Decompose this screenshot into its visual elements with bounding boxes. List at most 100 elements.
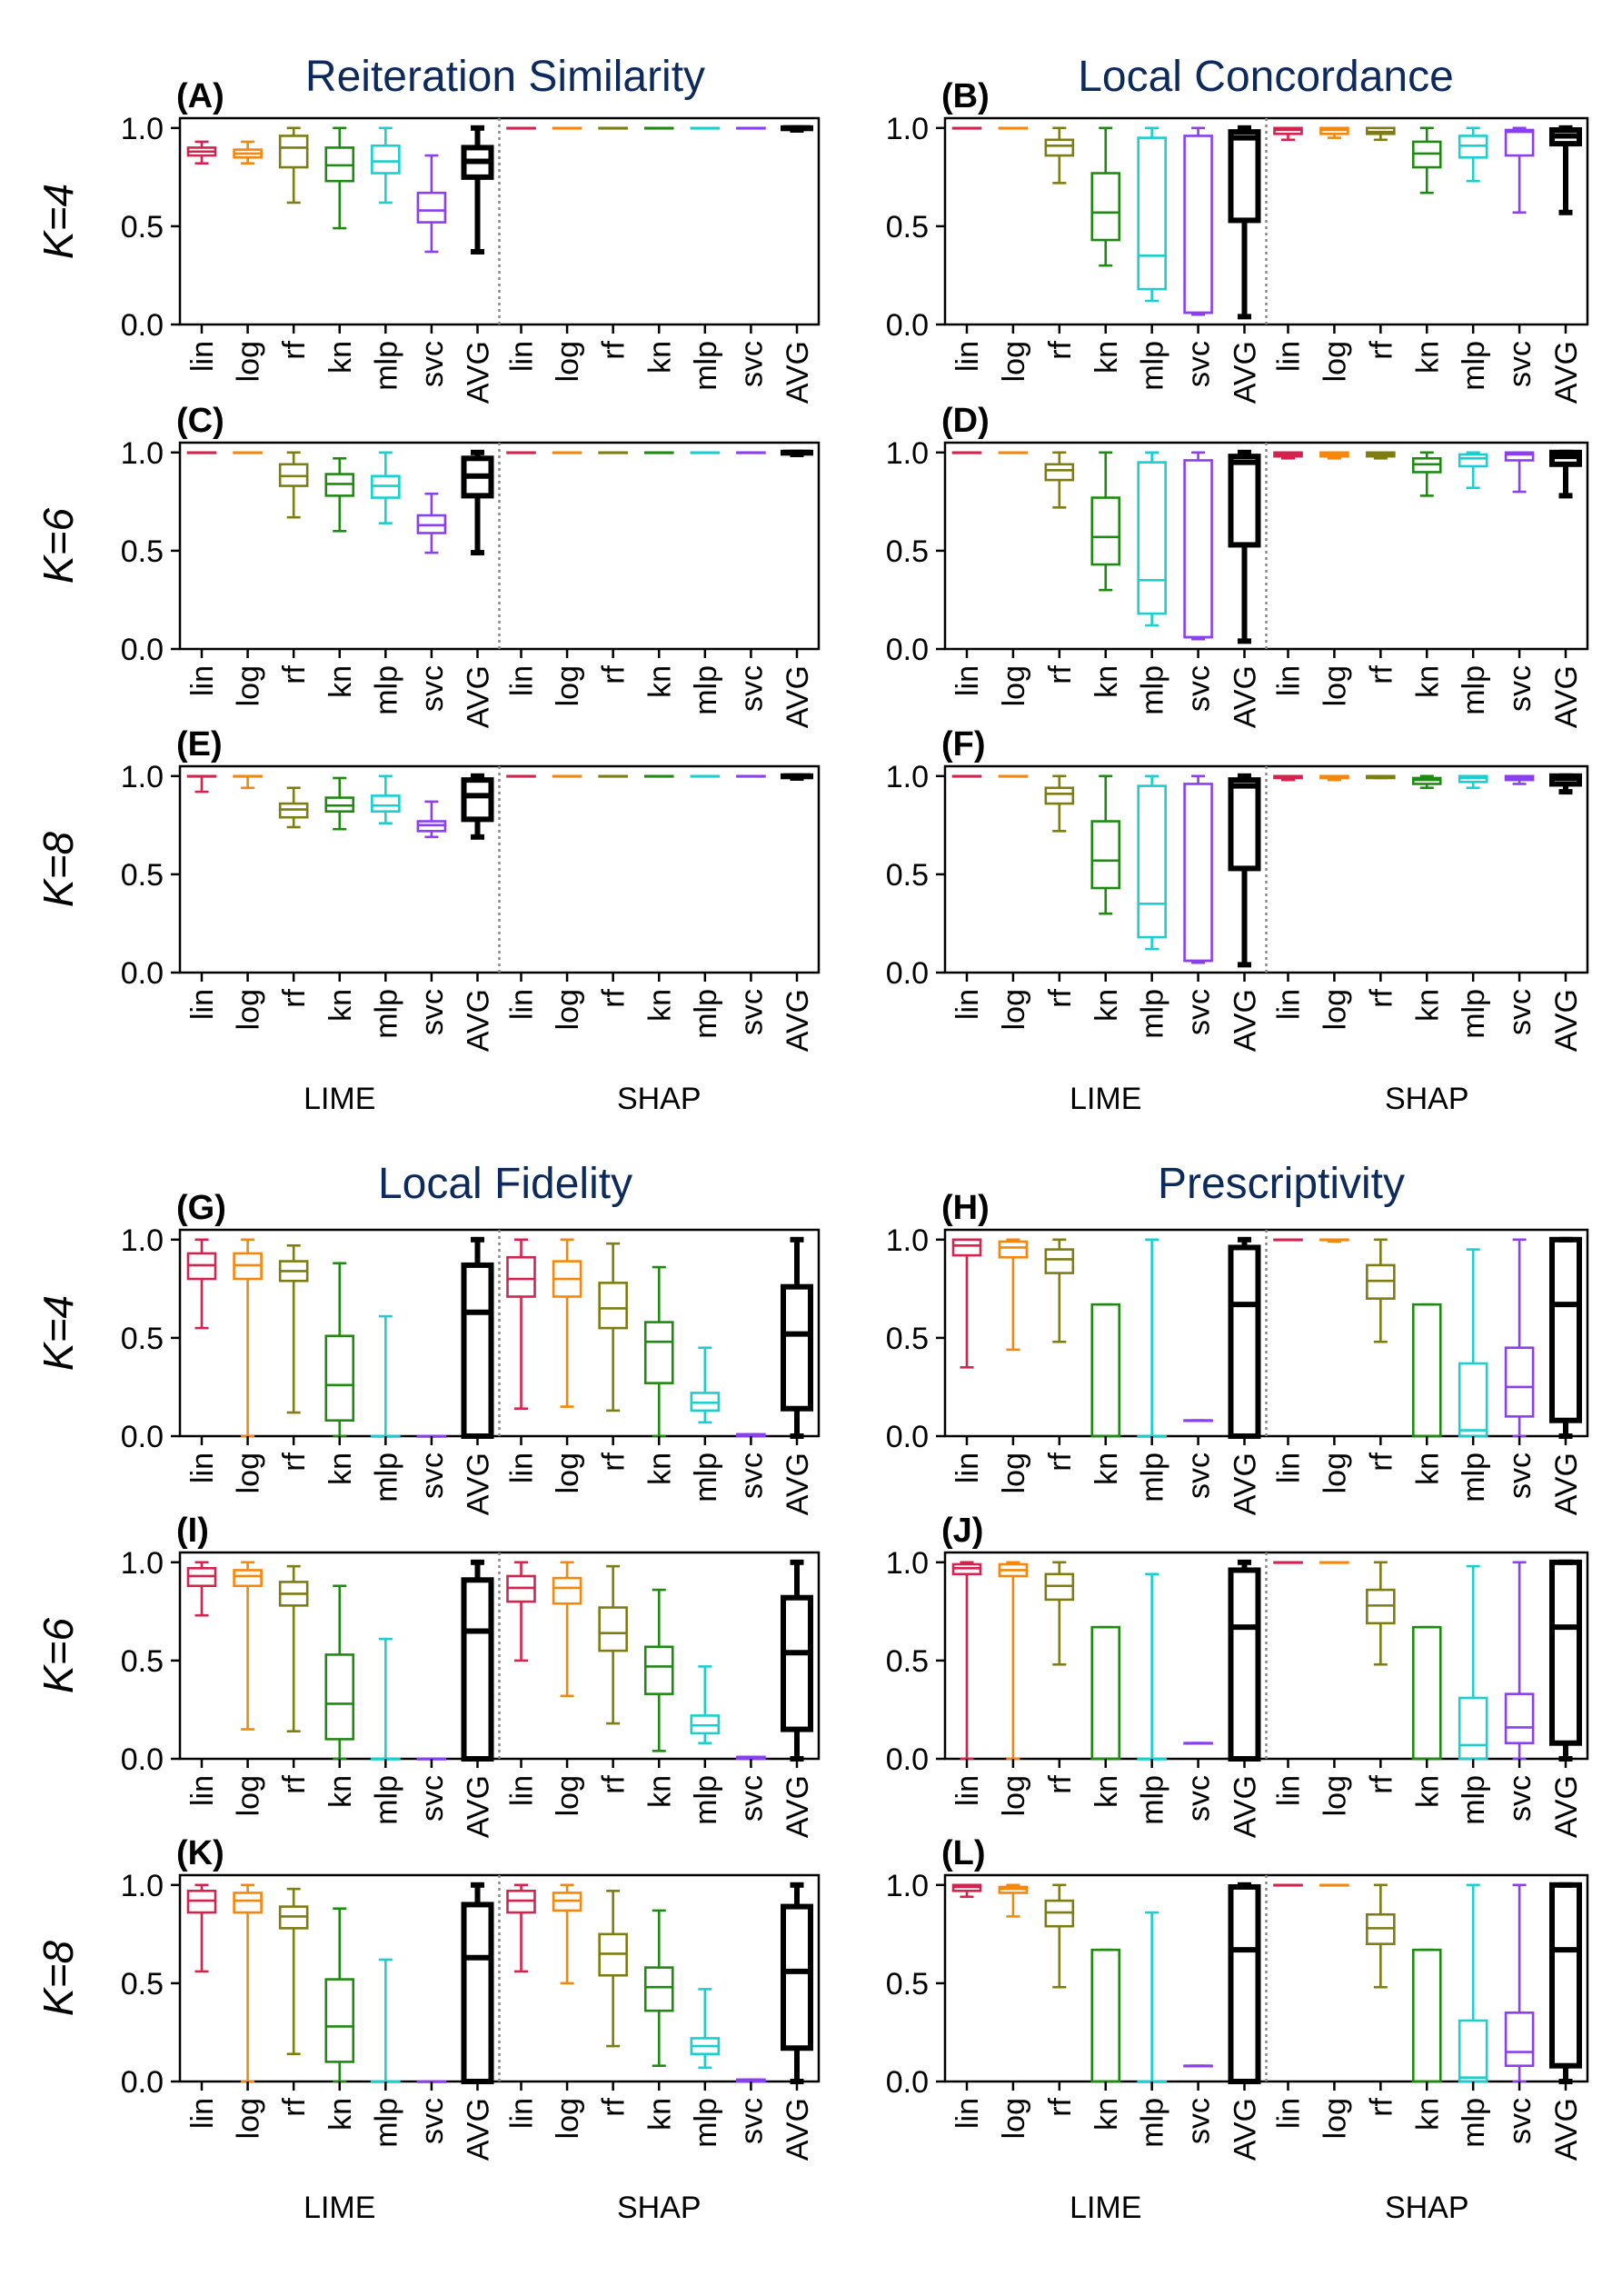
box-body (1458, 453, 1488, 468)
x-tick-label: lin (1272, 341, 1307, 372)
x-tick-label: rf (1043, 988, 1078, 1007)
x-tick-label: log (1318, 1775, 1352, 1816)
x-tick-label: log (997, 1775, 1031, 1816)
x-tick-label: log (232, 341, 266, 382)
box-shap-rf (1366, 126, 1396, 142)
x-tick-label: lin (1272, 989, 1307, 1020)
box-shap-rf (1366, 774, 1396, 780)
x-tick-label: mlp (369, 341, 403, 391)
row-label-k: K=6 (35, 1618, 82, 1694)
x-tick-label: rf (1043, 2097, 1078, 2116)
group-label-shap: SHAP (1385, 2191, 1469, 2225)
x-tick-label: svc (1503, 2098, 1537, 2144)
x-tick-label: mlp (689, 1452, 723, 1502)
x-tick-label: lin (1272, 1452, 1307, 1483)
x-tick-label: lin (1272, 2098, 1307, 2129)
x-tick-label: svc (734, 665, 769, 712)
box-lime-lin (186, 774, 217, 794)
x-tick-label: lin (505, 989, 540, 1020)
x-tick-label: rf (597, 664, 632, 684)
x-tick-label: lin (950, 341, 985, 372)
box-lime-svc (1183, 774, 1213, 964)
box-lime-lin (951, 1238, 982, 1369)
box-lime-kn (324, 1584, 355, 1761)
x-tick-label: log (232, 1452, 266, 1493)
y-tick-label: 0.0 (886, 1742, 929, 1777)
box-shap-avg (781, 125, 813, 133)
box-lime-log (998, 451, 1029, 454)
box-shap-log (552, 1561, 582, 1698)
box-lime-log (233, 1561, 263, 1731)
x-tick-label: log (551, 341, 585, 382)
y-tick-label: 0.0 (121, 956, 164, 991)
x-tick-label: rf (1364, 2097, 1398, 2116)
box-shap-svc (736, 2078, 766, 2083)
x-tick-label: log (232, 2098, 266, 2139)
box-body (1044, 1248, 1075, 1274)
x-tick-label: rf (277, 1452, 312, 1471)
box-lime-log (233, 1883, 263, 2083)
x-tick-label: rf (597, 988, 632, 1007)
box-body (233, 1569, 263, 1588)
x-tick-label: rf (597, 1774, 632, 1793)
x-tick-label: rf (597, 1452, 632, 1471)
box-body (1228, 777, 1261, 872)
x-tick-label: AVG (781, 989, 815, 1052)
box-shap-lin (1273, 774, 1303, 782)
box-body (1044, 138, 1075, 157)
x-tick-label: kn (642, 665, 677, 698)
box-lime-log (233, 140, 263, 165)
box-lime-avg (1228, 449, 1261, 644)
section-title-top-left: Reiteration Similarity (305, 53, 705, 101)
box-lime-svc (1183, 451, 1213, 641)
box-lime-log (233, 774, 263, 790)
x-tick-label: log (551, 1775, 585, 1816)
y-tick-label: 1.0 (886, 112, 929, 146)
box-shap-lin (1273, 1238, 1303, 1242)
x-tick-label: log (997, 1452, 1031, 1493)
box-shap-lin (1273, 1883, 1303, 1887)
x-tick-label: AVG (1229, 1452, 1263, 1515)
panel-letter: (H) (941, 1189, 990, 1227)
x-tick-label: lin (185, 989, 220, 1020)
y-tick-label: 0.5 (121, 1322, 164, 1356)
x-tick-label: svc (1182, 665, 1217, 712)
y-tick-label: 0.5 (886, 1967, 929, 2002)
box-body (371, 144, 401, 175)
y-tick-label: 0.5 (886, 858, 929, 893)
box-lime-avg (461, 1236, 494, 1440)
x-tick-label: svc (734, 1452, 769, 1499)
box-body (1504, 128, 1535, 157)
group-label-lime: LIME (304, 2191, 375, 2225)
x-tick-label: rf (1364, 340, 1398, 359)
box-shap-kn (643, 126, 674, 130)
y-tick-label: 1.0 (121, 1223, 164, 1258)
box-body (506, 1255, 536, 1298)
x-tick-label: svc (734, 2098, 769, 2144)
x-tick-label: lin (505, 1775, 540, 1806)
box-shap-svc (736, 126, 766, 130)
box-body (233, 1892, 263, 1914)
box-shap-lin (506, 1883, 536, 1973)
box-shap-avg (1549, 1882, 1582, 2084)
box-lime-rf (1044, 774, 1075, 833)
y-tick-label: 1.0 (886, 1546, 929, 1581)
box-shap-mlp (1458, 1564, 1488, 1761)
panel-letter: (B) (941, 77, 990, 115)
box-body (1090, 820, 1121, 890)
x-tick-label: kn (1090, 1775, 1124, 1808)
box-shap-kn (643, 1909, 674, 2068)
x-tick-label: lin (185, 341, 220, 372)
box-lime-avg (461, 773, 494, 840)
box-lime-rf (1044, 451, 1075, 509)
box-shap-rf (598, 126, 628, 130)
y-tick-label: 0.5 (121, 210, 164, 245)
box-lime-avg (461, 449, 494, 556)
x-tick-label: svc (734, 1775, 769, 1822)
x-tick-label: kn (1410, 1775, 1445, 1808)
panel-letter: (C) (176, 402, 224, 440)
